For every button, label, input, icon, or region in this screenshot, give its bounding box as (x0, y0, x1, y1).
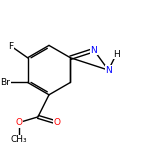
Text: N: N (90, 46, 97, 55)
Text: N: N (105, 66, 112, 75)
Text: O: O (54, 118, 61, 127)
Text: CH₃: CH₃ (10, 135, 27, 145)
Text: F: F (9, 42, 14, 51)
Text: H: H (113, 50, 120, 59)
Text: O: O (15, 118, 22, 127)
Text: Br: Br (0, 78, 10, 87)
